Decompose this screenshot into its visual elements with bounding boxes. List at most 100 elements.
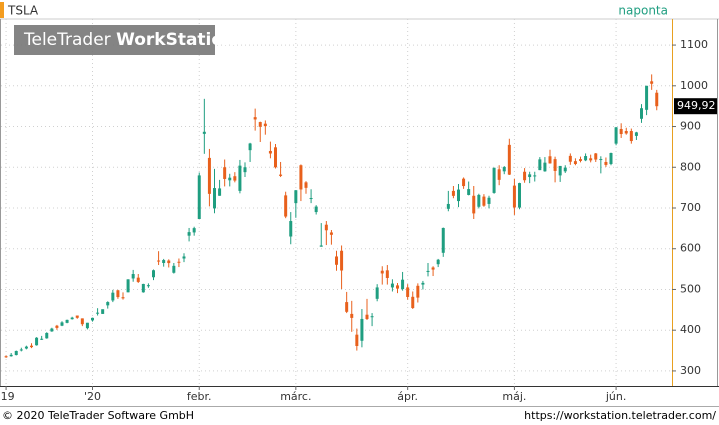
candle-body (634, 132, 638, 136)
candle-body (187, 232, 191, 236)
candle-body (543, 162, 547, 172)
candle-body (30, 345, 33, 348)
candle-body (172, 265, 176, 273)
candle-body (401, 279, 405, 290)
candle-body (426, 270, 430, 272)
candle-body (324, 224, 328, 231)
candle-body (213, 188, 216, 209)
candle-body (218, 188, 222, 196)
candle-body (50, 328, 54, 332)
candle-body (594, 153, 598, 160)
logo-box (14, 25, 215, 55)
candle-body (614, 127, 618, 144)
candle-body (345, 302, 349, 312)
candle-body (91, 317, 94, 321)
candle-body (624, 131, 628, 134)
candle-body (228, 177, 232, 181)
candle-body (279, 174, 283, 176)
candle-body (487, 197, 491, 204)
candle-body (502, 167, 506, 172)
candle-body (497, 169, 501, 180)
candle-body (289, 221, 293, 237)
y-tick-label: 700 (680, 201, 701, 214)
candle-body (629, 131, 633, 142)
x-tick-label: jún. (605, 390, 627, 403)
candle-body (477, 194, 481, 207)
candle-body (207, 157, 211, 194)
candle-body (304, 182, 308, 188)
copyright: © 2020 TeleTrader Software GmbH (2, 409, 194, 422)
candle-body (243, 167, 247, 173)
candle-body (472, 195, 476, 214)
candle-body (553, 159, 557, 171)
candle-body (182, 256, 186, 259)
candle-body (274, 147, 277, 168)
candle-body (131, 274, 135, 279)
candle-body (568, 155, 572, 162)
candle-body (192, 228, 196, 233)
x-tick-label: febr. (187, 390, 212, 403)
candle-body (492, 167, 496, 193)
candle-body (106, 302, 110, 306)
candle-body (385, 270, 389, 278)
candle-body (563, 167, 567, 172)
y-tick-label: 1000 (680, 79, 708, 92)
candle-body (177, 261, 181, 263)
candle-body (573, 161, 577, 165)
interval: naponta (618, 4, 668, 18)
candle-body (294, 190, 298, 204)
candle-body (268, 150, 272, 154)
candle-body (197, 175, 201, 219)
x-tick-label: máj. (502, 390, 526, 403)
candle-body (223, 167, 227, 179)
x-tick-label: márc. (280, 390, 311, 403)
candle-body (136, 277, 140, 282)
candle-body (24, 346, 28, 349)
candle-body (126, 279, 130, 293)
y-tick-label: 1100 (680, 38, 708, 51)
candle-body (75, 315, 79, 318)
candle-body (111, 292, 115, 301)
logo-bold: WorkStation (116, 30, 235, 50)
candle-body (512, 185, 516, 208)
candle-body (85, 322, 89, 329)
candle-body (538, 159, 542, 171)
candle-body (436, 259, 440, 265)
candle-body (416, 285, 420, 298)
candle-body (650, 81, 654, 84)
y-tick-label: 600 (680, 242, 701, 255)
candle-body (375, 287, 379, 299)
candle-body (558, 165, 562, 176)
url: https://workstation.teletrader.com/ (524, 409, 716, 422)
candle-body (548, 156, 552, 164)
candle-body (101, 309, 105, 314)
candle-body (482, 196, 486, 206)
candle-body (116, 290, 120, 298)
candle-body (533, 175, 537, 177)
candle-body (370, 316, 374, 318)
candle-body (55, 325, 59, 328)
candle-body (309, 198, 313, 200)
candle-body (121, 297, 125, 299)
candle-body (14, 350, 18, 356)
candle-body (528, 174, 532, 178)
candle-body (584, 156, 588, 161)
candle-body (507, 144, 511, 175)
candle-body (655, 92, 659, 107)
y-tick-label: 900 (680, 120, 701, 133)
candle-body (284, 195, 288, 217)
candle-body (45, 332, 49, 339)
candle-body (609, 153, 613, 165)
plot (1, 19, 672, 386)
candle-body (141, 283, 145, 293)
candle-body (406, 287, 410, 297)
candle-body (523, 171, 527, 181)
candle-body (202, 131, 206, 134)
candle-body (457, 189, 460, 202)
candle-body (350, 313, 354, 318)
candle-body (319, 245, 323, 247)
candle-body (35, 337, 39, 346)
y-tick-label: 400 (680, 323, 701, 336)
candle-body (65, 319, 69, 323)
